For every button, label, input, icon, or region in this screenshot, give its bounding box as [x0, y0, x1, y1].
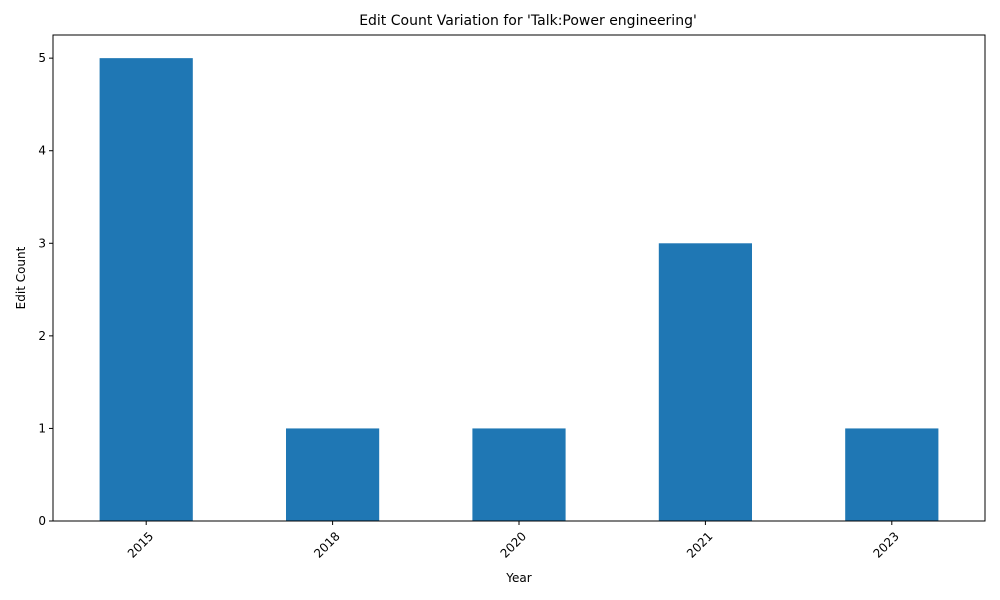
- x-tick-label: 2023: [870, 529, 901, 560]
- bar-2023: [845, 428, 939, 521]
- y-tick-label: 1: [38, 421, 46, 435]
- bar-2015: [99, 58, 193, 521]
- x-axis-label: Year: [505, 571, 531, 585]
- chart-title: Edit Count Variation for 'Talk:Power eng…: [359, 13, 697, 29]
- bars-group: [99, 58, 939, 522]
- y-tick-label: 4: [38, 144, 46, 158]
- bar-2021: [658, 243, 752, 522]
- x-tick-label: 2018: [311, 529, 342, 560]
- x-tick-label: 2020: [498, 529, 529, 560]
- x-tick-label: 2015: [125, 529, 156, 560]
- bar-2020: [472, 428, 566, 521]
- y-tick-label: 0: [38, 514, 46, 528]
- y-ticks-group: 0 1 2 3 4 5: [38, 51, 53, 528]
- y-axis-label: Edit Count: [14, 246, 28, 309]
- y-tick-label: 5: [38, 51, 46, 65]
- bar-2018: [286, 428, 380, 521]
- x-tick-label: 2021: [684, 529, 715, 560]
- y-tick-label: 2: [38, 329, 46, 343]
- y-tick-label: 3: [38, 236, 46, 250]
- x-ticks-group: 2015 2018 2020 2021 2023: [125, 521, 902, 561]
